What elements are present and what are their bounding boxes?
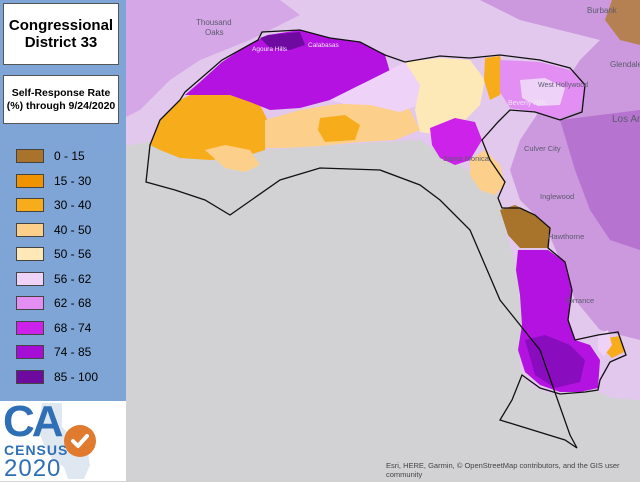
legend-item: 30 - 40 xyxy=(16,197,126,215)
map-subtitle: Self-Response Rate (%) through 9/24/2020 xyxy=(3,75,119,124)
legend-label: 68 - 74 xyxy=(54,320,92,335)
district-zone-tan-west xyxy=(205,145,260,172)
legend-swatch xyxy=(16,345,44,359)
place-label-oaks: Oaks xyxy=(205,28,224,37)
legend-label: 50 - 56 xyxy=(54,247,92,261)
district-zone-darkpurple-pv xyxy=(525,335,585,388)
place-label-culver-city: Culver City xyxy=(524,144,561,153)
map-title: Congressional District 33 xyxy=(3,3,119,65)
legend-label: 0 - 15 xyxy=(54,149,85,163)
place-label-calabasas: Calabasas xyxy=(308,42,339,49)
place-label-los-angeles: Los An xyxy=(612,114,640,125)
legend-swatch xyxy=(16,271,44,286)
legend-swatch xyxy=(16,222,44,237)
legend-swatch xyxy=(16,198,44,212)
checkmark-icon xyxy=(64,425,96,457)
district-boundary xyxy=(145,29,627,449)
district-zone-venice xyxy=(470,150,505,195)
legend-swatch xyxy=(16,149,44,163)
district-zone-orange-north xyxy=(484,56,505,100)
district-zone-lightpurple-bh xyxy=(520,78,565,106)
place-label-torrance: Torrance xyxy=(565,296,595,305)
legend-item: 40 - 50 xyxy=(16,222,126,240)
urban-texture-2 xyxy=(560,110,640,250)
district-zone-orange-west xyxy=(150,90,270,160)
map-attribution: Esri, HERE, Garmin, © OpenStreetMap cont… xyxy=(386,461,620,479)
legend-item: 68 - 74 xyxy=(16,320,126,338)
legend-item: 56 - 62 xyxy=(16,271,126,289)
legend-swatch xyxy=(16,173,44,188)
legend-label: 56 - 62 xyxy=(54,271,92,286)
district-zone-darkpurple xyxy=(260,32,305,50)
district-zone-lightpurple-sp xyxy=(598,330,612,356)
logo-year-text: 2020 xyxy=(4,455,62,482)
legend-swatch xyxy=(16,247,44,261)
place-label-west-hollywood: West Hollywood xyxy=(538,82,589,89)
legend-item: 74 - 85 xyxy=(16,344,126,362)
logo-census-text: CENSUS xyxy=(4,442,69,458)
district-zone-cream xyxy=(405,58,485,135)
district-zone-brown-south xyxy=(500,205,550,248)
legend-label: 15 - 30 xyxy=(54,173,92,188)
title-line-2: District 33 xyxy=(24,34,98,51)
place-label-thousand: Thousand xyxy=(196,18,232,27)
legend-item: 15 - 30 xyxy=(16,173,126,191)
legend-item: 85 - 100 xyxy=(16,369,126,387)
legend-label: 30 - 40 xyxy=(54,198,92,212)
legend-panel: Congressional District 33 Self-Response … xyxy=(0,0,126,482)
legend-swatch xyxy=(16,320,44,335)
district-zone-lightpurple-north xyxy=(330,62,420,112)
subtitle-line-1: Self-Response Rate xyxy=(11,86,111,99)
place-label-inglewood: Inglewood xyxy=(540,192,575,201)
place-label-santa-monica: Santa Monica xyxy=(443,154,489,163)
place-label-agoura-hills: Agoura Hills xyxy=(252,46,288,53)
place-label-burbank: Burbank xyxy=(587,6,617,15)
place-label-beverly-hills: Beverly Hills xyxy=(508,100,547,107)
legend-label: 62 - 68 xyxy=(54,296,92,310)
logo-ca-text: CA xyxy=(3,397,64,446)
legend-item: 0 - 15 xyxy=(16,148,126,166)
ca-census-logo: CA CENSUS 2020 xyxy=(0,397,126,482)
legend-item: 62 - 68 xyxy=(16,295,126,313)
legend-item: 50 - 56 xyxy=(16,246,126,264)
northwest-hills xyxy=(120,0,300,120)
legend-label: 74 - 85 xyxy=(54,345,92,359)
legend-swatch xyxy=(16,369,44,384)
subtitle-line-2: (%) through 9/24/2020 xyxy=(6,99,116,112)
legend-label: 40 - 50 xyxy=(54,222,92,237)
place-label-glendale: Glendale xyxy=(610,60,640,69)
brown-patch xyxy=(605,0,640,45)
district-zone-santa-monica xyxy=(430,118,482,165)
place-label-hawthorne: Hawthorne xyxy=(548,232,585,241)
legend-label: 85 - 100 xyxy=(54,369,99,384)
district-zone-orange-center xyxy=(318,115,360,142)
legend-swatch xyxy=(16,296,44,310)
district-zone-purple-northwest xyxy=(185,30,390,110)
title-line-1: Congressional xyxy=(8,17,114,34)
urban-texture xyxy=(480,0,640,340)
